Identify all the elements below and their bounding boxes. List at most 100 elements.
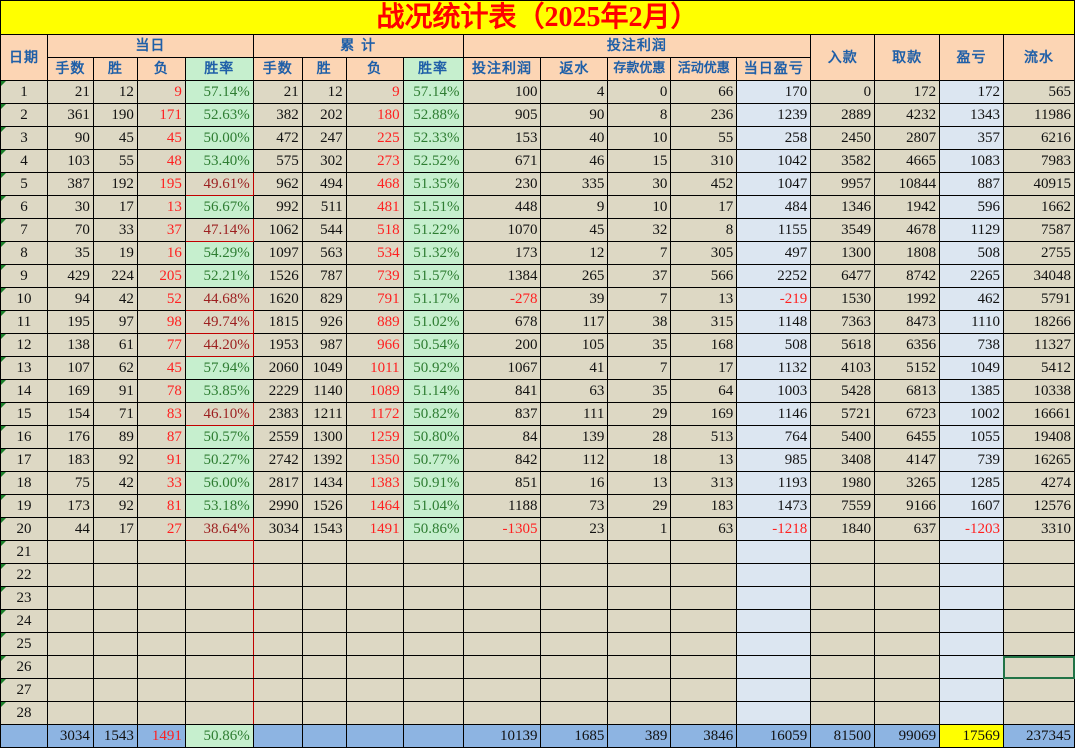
cell-today-win[interactable] [92, 701, 138, 725]
cell-rebate[interactable] [540, 678, 609, 702]
cell-today-win[interactable] [92, 586, 138, 610]
cell-rebate[interactable]: 40 [540, 126, 609, 150]
cell-today-rate[interactable]: 53.40% [184, 149, 254, 173]
cell-deposit[interactable]: 2450 [810, 126, 876, 150]
cell-bet-profit[interactable]: 1070 [462, 218, 542, 242]
cell-today-win[interactable]: 19 [92, 241, 138, 265]
cell-cum-win[interactable] [301, 655, 347, 679]
cell-today-win[interactable]: 71 [92, 402, 138, 426]
cell-withdraw[interactable]: 1942 [874, 195, 941, 219]
cell-cum-rate[interactable] [402, 540, 464, 564]
cell-cum-count[interactable]: 2229 [252, 379, 303, 403]
cell-daily-pl[interactable] [736, 563, 812, 587]
cell-deposit-bonus[interactable] [607, 678, 672, 702]
cell-bet-profit[interactable]: 842 [462, 448, 542, 472]
cell-daily-pl[interactable]: 170 [736, 80, 812, 104]
cell-today-rate[interactable] [184, 655, 254, 679]
cell-today-loss[interactable]: 87 [136, 425, 186, 449]
cell-profit-loss[interactable]: 1002 [939, 402, 1004, 426]
cell-activity-bonus[interactable]: 13 [670, 287, 738, 311]
cell-cum-rate[interactable] [402, 701, 464, 725]
cell-cum-count[interactable] [252, 540, 303, 564]
cell-cum-count[interactable] [252, 586, 303, 610]
cell-deposit[interactable]: 5400 [810, 425, 876, 449]
cell-withdraw[interactable]: 637 [874, 517, 941, 541]
cell-withdraw[interactable]: 8742 [874, 264, 941, 288]
cell-cum-count[interactable]: 2742 [252, 448, 303, 472]
cell-withdraw[interactable]: 9166 [874, 494, 941, 518]
cell-deposit[interactable]: 3549 [810, 218, 876, 242]
cell-cum-win[interactable] [301, 632, 347, 656]
cell-today-rate[interactable]: 53.85% [184, 379, 254, 403]
cell-turnover[interactable]: 5412 [1002, 356, 1075, 380]
cell-deposit[interactable] [810, 632, 876, 656]
cell-cum-loss[interactable]: 1172 [345, 402, 404, 426]
total-deposit-bonus[interactable]: 389 [607, 724, 672, 748]
cell-profit-loss[interactable]: -1203 [939, 517, 1004, 541]
cell-cum-win[interactable] [301, 609, 347, 633]
cell-cum-win[interactable]: 1526 [301, 494, 347, 518]
cell-deposit-bonus[interactable]: 8 [607, 103, 672, 127]
cell-withdraw[interactable] [874, 655, 941, 679]
cell-today-count[interactable]: 103 [46, 149, 94, 173]
cell-cum-count[interactable] [252, 701, 303, 725]
cell-daily-pl[interactable]: 484 [736, 195, 812, 219]
cell-deposit[interactable]: 1980 [810, 471, 876, 495]
cell-day[interactable]: 5 [0, 172, 48, 196]
cell-cum-loss[interactable]: 518 [345, 218, 404, 242]
cell-profit-loss[interactable]: 357 [939, 126, 1004, 150]
cell-cum-count[interactable]: 382 [252, 103, 303, 127]
cell-cum-win[interactable]: 1543 [301, 517, 347, 541]
cell-deposit-bonus[interactable]: 7 [607, 241, 672, 265]
cell-cum-loss[interactable]: 1089 [345, 379, 404, 403]
cell-today-rate[interactable]: 50.27% [184, 448, 254, 472]
cell-rebate[interactable]: 45 [540, 218, 609, 242]
cell-activity-bonus[interactable]: 64 [670, 379, 738, 403]
cell-daily-pl[interactable]: 1003 [736, 379, 812, 403]
cell-cum-win[interactable]: 926 [301, 310, 347, 334]
cell-activity-bonus[interactable] [670, 678, 738, 702]
cell-today-loss[interactable]: 205 [136, 264, 186, 288]
cell-cum-win[interactable]: 1140 [301, 379, 347, 403]
cell-withdraw[interactable]: 6723 [874, 402, 941, 426]
cell-activity-bonus[interactable] [670, 632, 738, 656]
cell-today-win[interactable]: 62 [92, 356, 138, 380]
cell-today-loss[interactable]: 33 [136, 471, 186, 495]
header-bet-profit-group[interactable]: 投注利润 [462, 34, 812, 58]
cell-today-count[interactable] [46, 678, 94, 702]
cell-activity-bonus[interactable]: 17 [670, 195, 738, 219]
cell-day[interactable]: 2 [0, 103, 48, 127]
cell-deposit-bonus[interactable] [607, 609, 672, 633]
cell-bet-profit[interactable]: 173 [462, 241, 542, 265]
cell-withdraw[interactable]: 1808 [874, 241, 941, 265]
cell-activity-bonus[interactable]: 8 [670, 218, 738, 242]
cell-deposit-bonus[interactable]: 35 [607, 379, 672, 403]
cell-today-loss[interactable]: 37 [136, 218, 186, 242]
header-deposit-bonus[interactable]: 存款优惠 [607, 57, 672, 81]
header-profit-loss[interactable]: 盈亏 [939, 34, 1004, 81]
cell-activity-bonus[interactable] [670, 609, 738, 633]
cell-profit-loss[interactable]: 1385 [939, 379, 1004, 403]
cell-today-loss[interactable]: 27 [136, 517, 186, 541]
cell-turnover[interactable]: 19408 [1002, 425, 1075, 449]
total-daily-pl[interactable]: 16059 [736, 724, 812, 748]
cell-daily-pl[interactable] [736, 540, 812, 564]
cell-day[interactable]: 11 [0, 310, 48, 334]
cell-day[interactable]: 3 [0, 126, 48, 150]
cell-today-count[interactable] [46, 563, 94, 587]
cell-deposit[interactable]: 4103 [810, 356, 876, 380]
cell-rebate[interactable] [540, 701, 609, 725]
cell-today-loss[interactable]: 77 [136, 333, 186, 357]
cell-turnover[interactable]: 1662 [1002, 195, 1075, 219]
cell-withdraw[interactable] [874, 563, 941, 587]
total-cum-rate[interactable] [402, 724, 464, 748]
cell-activity-bonus[interactable]: 17 [670, 356, 738, 380]
cell-withdraw[interactable]: 6813 [874, 379, 941, 403]
cell-today-loss[interactable] [136, 586, 186, 610]
cell-rebate[interactable]: 335 [540, 172, 609, 196]
header-today-loss[interactable]: 负 [136, 57, 186, 81]
total-deposit[interactable]: 81500 [810, 724, 876, 748]
cell-day[interactable]: 12 [0, 333, 48, 357]
cell-cum-win[interactable]: 1392 [301, 448, 347, 472]
cell-day[interactable]: 22 [0, 563, 48, 587]
